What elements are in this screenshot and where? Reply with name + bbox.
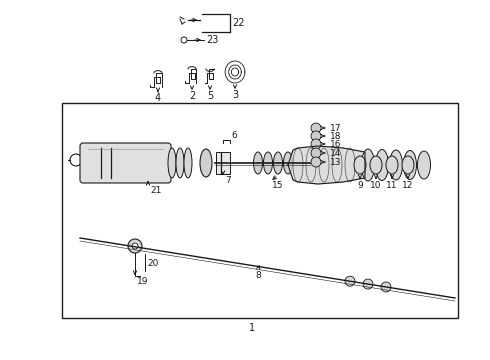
Text: 3: 3 — [232, 90, 238, 100]
Ellipse shape — [354, 156, 366, 174]
Text: 10: 10 — [370, 180, 382, 189]
Polygon shape — [288, 146, 365, 184]
Text: 9: 9 — [357, 180, 363, 189]
Text: 18: 18 — [330, 131, 342, 140]
Text: 20: 20 — [147, 260, 158, 269]
Ellipse shape — [253, 152, 263, 174]
Ellipse shape — [375, 149, 389, 180]
Ellipse shape — [403, 150, 416, 180]
Ellipse shape — [311, 123, 321, 133]
Text: 19: 19 — [137, 276, 148, 285]
Ellipse shape — [311, 131, 321, 141]
Text: 21: 21 — [150, 185, 161, 194]
Ellipse shape — [386, 156, 398, 174]
FancyBboxPatch shape — [80, 143, 171, 183]
Text: 7: 7 — [225, 176, 231, 185]
Ellipse shape — [311, 157, 321, 167]
Text: 17: 17 — [330, 123, 342, 132]
Circle shape — [381, 282, 391, 292]
Circle shape — [363, 279, 373, 289]
Text: 23: 23 — [206, 35, 219, 45]
Ellipse shape — [370, 156, 382, 174]
Bar — [62, 103, 458, 318]
Text: 13: 13 — [330, 158, 342, 166]
Text: 12: 12 — [402, 180, 414, 189]
Text: 15: 15 — [272, 180, 284, 189]
Ellipse shape — [176, 148, 184, 178]
Bar — [216, 152, 230, 174]
Text: 16: 16 — [330, 140, 342, 149]
Text: 2: 2 — [189, 91, 195, 101]
Ellipse shape — [273, 152, 283, 174]
Circle shape — [70, 154, 82, 166]
Text: 6: 6 — [231, 131, 237, 140]
Circle shape — [132, 243, 138, 249]
Ellipse shape — [417, 151, 431, 179]
Ellipse shape — [362, 149, 374, 181]
Text: 14: 14 — [330, 149, 342, 158]
Text: 5: 5 — [207, 91, 213, 101]
Ellipse shape — [264, 152, 272, 174]
Text: 8: 8 — [255, 270, 261, 279]
Ellipse shape — [200, 149, 212, 177]
Circle shape — [181, 37, 187, 43]
Ellipse shape — [311, 139, 321, 149]
Ellipse shape — [390, 150, 402, 180]
Text: 1: 1 — [249, 323, 255, 333]
Ellipse shape — [311, 148, 321, 158]
Text: 11: 11 — [386, 180, 398, 189]
Ellipse shape — [402, 156, 414, 174]
Text: 4: 4 — [155, 93, 161, 103]
Text: 22: 22 — [232, 18, 245, 28]
Ellipse shape — [284, 152, 293, 174]
Circle shape — [345, 276, 355, 286]
Ellipse shape — [184, 148, 192, 178]
Ellipse shape — [168, 148, 176, 178]
Circle shape — [128, 239, 142, 253]
